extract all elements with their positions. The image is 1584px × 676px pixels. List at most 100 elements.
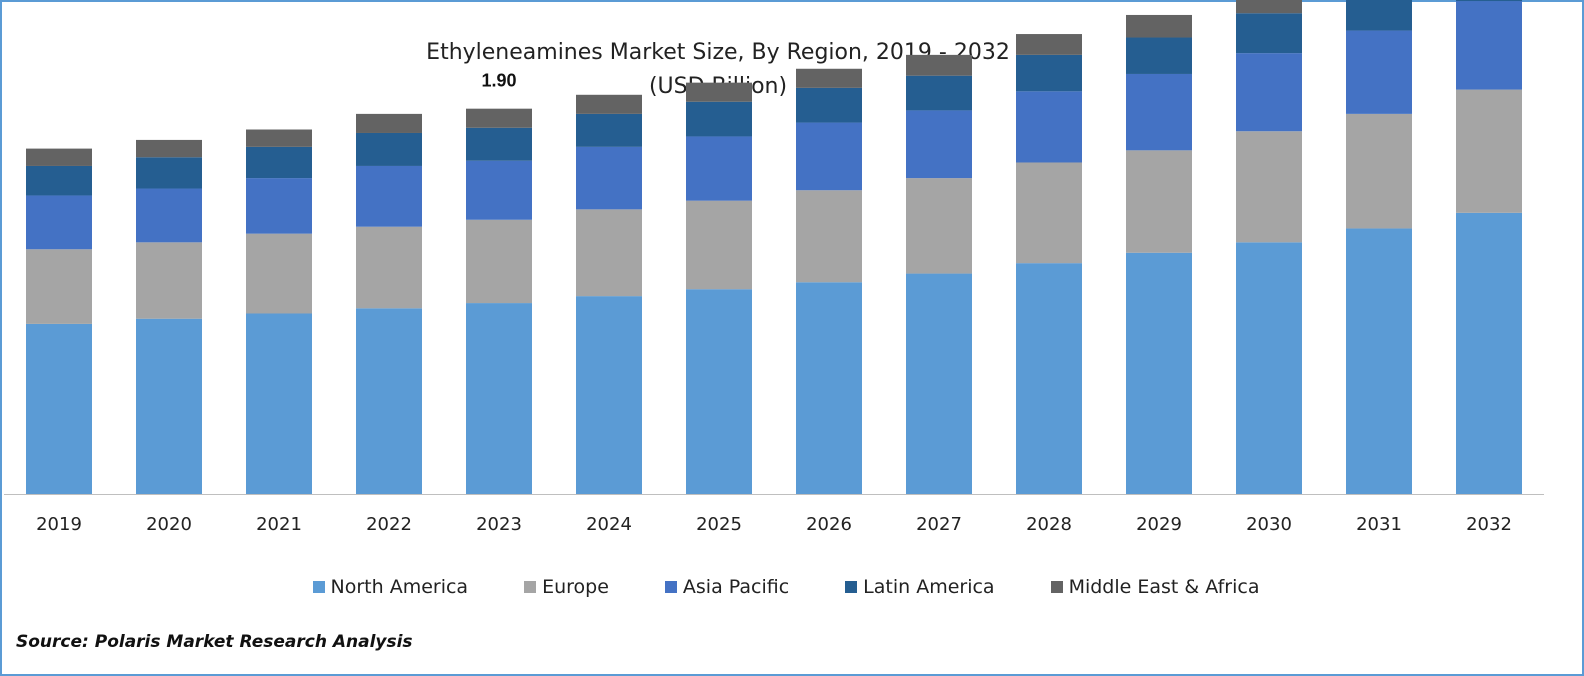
bar-segment: [686, 136, 752, 201]
bar-segment: [686, 82, 752, 102]
legend-label: Asia Pacific: [682, 576, 790, 598]
bar-segment: [1456, 212, 1522, 494]
bar-segment: [246, 146, 312, 179]
bar-segment: [1126, 37, 1192, 74]
bar-segment: [576, 296, 642, 494]
bar-segment: [1016, 54, 1082, 92]
bar-segment: [466, 219, 532, 304]
bar-segment: [356, 113, 422, 133]
legend-swatch: [312, 581, 325, 593]
bar-segment: [796, 282, 862, 494]
bar-segment: [1346, 113, 1412, 229]
bar-segment: [1346, 30, 1412, 114]
bar-segment: [576, 94, 642, 114]
bar-segment: [686, 289, 752, 494]
bar-segment: [576, 113, 642, 147]
bar-segment: [136, 242, 202, 319]
bar-segment: [136, 157, 202, 189]
chart-title-block: Ethyleneamines Market Size, By Region, 2…: [0, 36, 1436, 104]
legend-label: Latin America: [863, 576, 995, 598]
legend-item: North America: [312, 576, 468, 598]
bar-segment: [466, 108, 532, 128]
bar-segment: [26, 249, 92, 324]
legend-item: Europe: [524, 576, 609, 598]
bar-segment: [26, 195, 92, 250]
bar-segment: [1236, 242, 1302, 494]
legend-swatch: [524, 581, 537, 593]
bar-segment: [686, 101, 752, 137]
bar-segment: [796, 190, 862, 283]
bar-segment: [356, 226, 422, 309]
bar-segment: [1346, 228, 1412, 494]
bar-segment: [356, 165, 422, 227]
bar-segment: [1456, 0, 1522, 2]
bar-segment: [1236, 0, 1302, 14]
bar-segment: [356, 308, 422, 494]
bar-segment: [576, 146, 642, 210]
bar-segment: [26, 148, 92, 166]
x-tick-label: 2028: [1026, 514, 1072, 535]
bar-segment: [1346, 0, 1412, 31]
bar-segment: [1126, 73, 1192, 151]
legend-label: Europe: [542, 576, 609, 598]
x-tick-label: 2029: [1136, 514, 1182, 535]
bar-segment: [1126, 252, 1192, 494]
bar-segment: [466, 303, 532, 494]
bar-segment: [466, 160, 532, 220]
x-tick-label: 2024: [586, 514, 632, 535]
x-tick-label: 2021: [256, 514, 302, 535]
bar-segment: [1236, 13, 1302, 54]
legend-item: Middle East & Africa: [1050, 576, 1260, 598]
bar-segment: [246, 233, 312, 314]
x-tick-label: 2031: [1356, 514, 1402, 535]
bar-segment: [906, 110, 972, 179]
bar-segment: [246, 129, 312, 147]
bar-segment: [1016, 34, 1082, 55]
bar-segment: [906, 75, 972, 111]
bar-segment: [1016, 91, 1082, 163]
bar-segment: [906, 54, 972, 76]
legend-item: Latin America: [845, 576, 995, 598]
bar-segment: [1456, 89, 1522, 213]
bar-segment: [136, 318, 202, 494]
bar-segment: [1016, 263, 1082, 494]
x-tick-label: 2026: [806, 514, 852, 535]
bar-segment: [136, 139, 202, 158]
legend-swatch: [664, 581, 677, 593]
bar-segment: [796, 68, 862, 88]
bar-segment: [1126, 14, 1192, 38]
bar-segment: [1456, 1, 1522, 90]
x-tick-label: 2023: [476, 514, 522, 535]
x-tick-label: 2025: [696, 514, 742, 535]
legend-swatch: [1050, 581, 1063, 593]
legend-item: Asia Pacific: [664, 576, 790, 598]
bar-segment: [576, 209, 642, 297]
bar-segment: [356, 132, 422, 166]
bar-segment: [26, 165, 92, 196]
x-tick-label: 2022: [366, 514, 412, 535]
x-tick-label: 2030: [1246, 514, 1292, 535]
bar-segment: [1236, 53, 1302, 132]
bar-segment: [906, 178, 972, 274]
bar-segment: [796, 87, 862, 123]
bar-segment: [906, 273, 972, 494]
bar-segment: [26, 323, 92, 494]
bar-segment: [246, 313, 312, 494]
data-label: 1.90: [481, 71, 516, 91]
x-tick-label: 2020: [146, 514, 192, 535]
legend-label: Middle East & Africa: [1068, 576, 1260, 598]
legend-swatch: [845, 581, 858, 593]
bar-segment: [1236, 131, 1302, 243]
bar-segment: [136, 188, 202, 243]
x-tick-label: 2019: [36, 514, 82, 535]
source-note: Source: Polaris Market Research Analysis: [16, 632, 413, 652]
x-tick-label: 2027: [916, 514, 962, 535]
bar-segment: [796, 122, 862, 191]
bar-segment: [1016, 162, 1082, 264]
x-tick-label: 2032: [1466, 514, 1512, 535]
bar-segment: [686, 200, 752, 290]
bar-segment: [246, 178, 312, 234]
bar-segment: [466, 127, 532, 161]
chart-legend: North America Europe Asia Pacific Latin Ame…: [0, 576, 1572, 598]
